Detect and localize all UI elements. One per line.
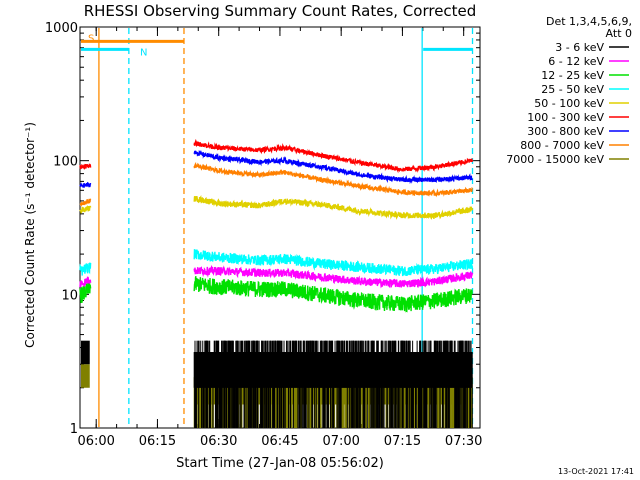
series-line: [79, 163, 92, 170]
series-line: [193, 264, 474, 289]
x-tick-label: 06:15: [139, 434, 176, 449]
series-800-7000kev: [79, 161, 473, 208]
legend-label: 12 - 25 keV: [541, 69, 604, 82]
flag-label: N: [140, 47, 147, 58]
legend-label: 7000 - 15000 keV: [506, 153, 604, 166]
legend-header-line-2: Att 0: [606, 27, 632, 40]
plot-area: 1 10 100 1000 06:00 06:15 06:30 06:45 07:00 07:15…: [45, 21, 482, 449]
series-line: [193, 138, 474, 174]
series-100-300kev: [79, 138, 474, 174]
series-line: [193, 276, 473, 313]
x-tick-label: 06:45: [261, 434, 298, 449]
series-25-50kev: [79, 249, 474, 277]
chart-title: RHESSI Observing Summary Count Rates, Co…: [84, 2, 477, 20]
legend-label: 25 - 50 keV: [541, 83, 604, 96]
series-line: [193, 194, 474, 220]
y-tick-label: 100: [53, 155, 78, 170]
series-300-800kev: [79, 149, 474, 188]
series-line: [79, 181, 92, 188]
series-line: [193, 249, 474, 277]
series-line: [79, 204, 92, 215]
series-block: [81, 340, 90, 365]
y-axis-label: Corrected Count Rate (s⁻¹ detector⁻¹): [23, 122, 37, 348]
series-line: [193, 149, 474, 185]
series-line: [193, 161, 473, 198]
x-tick-label: 07:00: [322, 434, 359, 449]
legend-header-line-1: Det 1,3,4,5,6,9,: [546, 15, 632, 28]
y-tick-label: 1: [70, 422, 78, 437]
x-tick-label: 07:15: [384, 434, 421, 449]
series-line: [79, 276, 92, 288]
series-12-25kev: [79, 276, 473, 313]
series-block: [81, 364, 90, 388]
legend-label: 50 - 100 keV: [534, 97, 604, 110]
series-3-6kev: [81, 340, 473, 428]
legend-label: 100 - 300 keV: [527, 111, 604, 124]
legend-label: 3 - 6 keV: [555, 41, 604, 54]
series-line: [79, 198, 92, 208]
legend-label: 300 - 800 keV: [527, 125, 604, 138]
timestamp: 13-Oct-2021 17:41: [558, 467, 634, 476]
legend-label: 6 - 12 keV: [548, 55, 604, 68]
x-tick-label: 06:30: [200, 434, 237, 449]
flag-label: S: [88, 33, 94, 44]
series-line: [79, 281, 92, 304]
series-50-100kev: [79, 194, 474, 220]
y-tick-label: 1000: [45, 21, 78, 36]
series-6-12kev: [79, 264, 474, 289]
x-axis-label: Start Time (27-Jan-08 05:56:02): [176, 456, 384, 471]
x-tick-label: 07:30: [445, 434, 482, 449]
y-tick-label: 10: [61, 288, 78, 303]
legend-label: 800 - 7000 keV: [520, 139, 604, 152]
series-line: [79, 262, 92, 276]
x-tick-label: 06:00: [77, 434, 114, 449]
